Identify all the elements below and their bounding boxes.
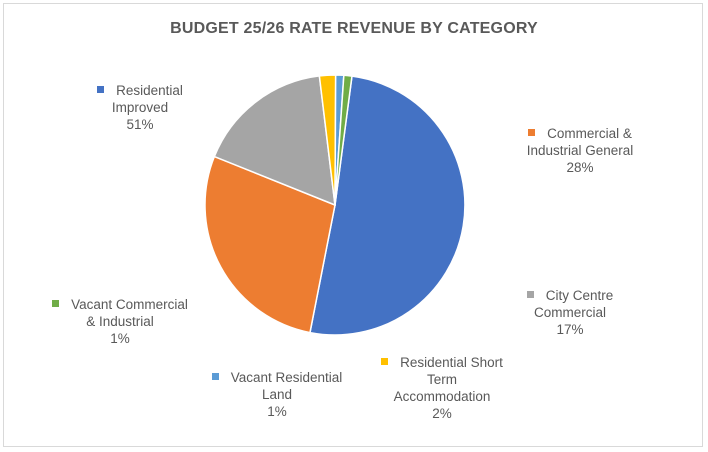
data-label-0: Residential Improved 51% (40, 82, 240, 133)
pie-slice-5 (334, 74, 353, 206)
data-label-text: Land (261, 387, 293, 402)
data-label-line: Residential Short (357, 354, 527, 371)
data-label-text: City Centre (545, 288, 614, 303)
data-label-5: Vacant Commercial & Industrial 1% (20, 296, 220, 347)
data-label-4: Vacant Residential Land 1% (172, 369, 382, 420)
data-label-text: & Industrial (86, 314, 154, 329)
data-label-text: Commercial & (547, 126, 632, 141)
data-label-text: Improved (111, 100, 169, 115)
data-label-text: Term (427, 372, 457, 387)
data-label-2: City Centre Commercial 17% (490, 287, 650, 338)
data-label-line: Term (357, 371, 527, 388)
data-label-percent: 51% (126, 117, 154, 132)
data-label-text: Residential (116, 83, 183, 98)
data-label-line: Industrial General (480, 142, 680, 159)
data-label-line: City Centre (490, 287, 650, 304)
data-label-text: Vacant Commercial (71, 297, 188, 312)
data-label-percent: 1% (267, 404, 287, 419)
data-label-line: Accommodation (357, 388, 527, 405)
data-label-text: Industrial General (526, 143, 634, 158)
data-label-3: Residential Short Term Accommodation 2% (357, 354, 527, 422)
data-label-text: Vacant Residential (230, 370, 343, 385)
legend-marker (526, 291, 534, 298)
data-label-line: Commercial & (480, 125, 680, 142)
legend-marker (97, 86, 105, 93)
data-label-percent: 17% (556, 322, 584, 337)
data-label-1: Commercial & Industrial General 28% (480, 125, 680, 176)
data-label-percent: 2% (432, 406, 452, 421)
data-label-line: Improved (40, 99, 240, 116)
chart-title: BUDGET 25/26 RATE REVENUE BY CATEGORY (170, 20, 538, 37)
data-label-line: Residential (40, 82, 240, 99)
data-label-percent: 28% (566, 160, 594, 175)
legend-marker (52, 300, 60, 307)
data-label-text: Accommodation (393, 389, 491, 404)
data-label-percent: 1% (110, 331, 130, 346)
data-label-text: Residential Short (400, 355, 503, 370)
data-label-line: Commercial (490, 304, 650, 321)
legend-marker (381, 358, 389, 365)
legend-marker (528, 129, 536, 136)
data-label-line: & Industrial (20, 313, 220, 330)
data-label-text: Commercial (533, 305, 606, 320)
legend-marker (211, 373, 219, 380)
data-label-line: Land (172, 386, 382, 403)
data-label-line: Vacant Commercial (20, 296, 220, 313)
pie-slice-1 (204, 155, 336, 334)
pie-slice-0 (309, 75, 466, 336)
pie-slice-2 (213, 75, 336, 207)
data-label-line: Vacant Residential (172, 369, 382, 386)
